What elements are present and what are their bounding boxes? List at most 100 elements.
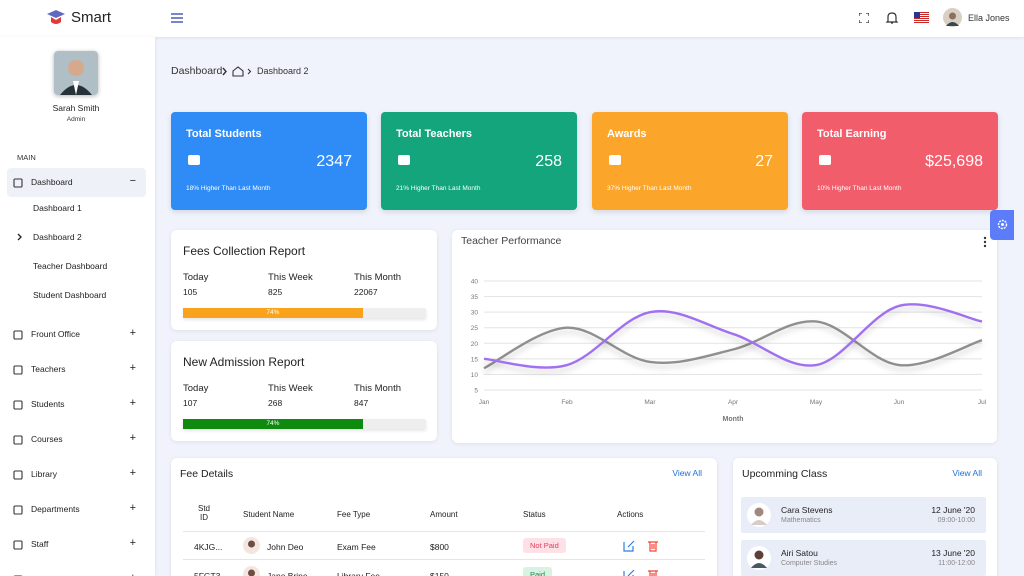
nav-label: Students (31, 399, 65, 409)
settings-tab[interactable] (990, 210, 1014, 240)
report-title: New Admission Report (183, 355, 305, 369)
nav-sublabel: Dashboard 2 (33, 232, 82, 242)
profile-photo (54, 51, 98, 95)
class-subject: Computer Studies (781, 560, 838, 567)
row-actions[interactable] (623, 539, 663, 552)
stat-card: Total Earning $25,698 10% Higher Than Last… (802, 112, 998, 210)
nav-item[interactable]: Holiday + (7, 565, 146, 576)
nav-label: Library (31, 469, 57, 479)
nav-subitem[interactable]: Student Dashboard (7, 284, 146, 306)
report-value: 825 (268, 287, 283, 297)
view-all-link[interactable]: View All (672, 468, 702, 478)
nav-sublabel: Dashboard 1 (33, 203, 82, 213)
dot (983, 244, 987, 248)
logo-icon (47, 10, 65, 24)
stat-value: $25,698 (925, 153, 983, 170)
teacher-avatar (747, 546, 771, 570)
nav-toggle: + (129, 397, 136, 409)
stat-value: 27 (755, 153, 773, 170)
stat-title: Awards (607, 128, 647, 140)
flag-stripe (914, 22, 929, 23)
view-all-link[interactable]: View All (952, 468, 982, 478)
gear (997, 219, 1008, 230)
avatar-body (946, 22, 959, 26)
nav-item[interactable]: Teachers + (7, 355, 146, 384)
table-cell: John Deo (267, 542, 304, 552)
report-label: This Week (268, 383, 313, 394)
gear-hub (1001, 223, 1004, 226)
sidebar: Sarah Smith Admin MAIN Dashboard − Dashboard … (0, 37, 155, 576)
report-label: This Month (354, 272, 401, 283)
breadcrumb-current: Dashboard 2 (257, 66, 309, 76)
nav-subitem[interactable]: Dashboard 2 (7, 226, 146, 248)
nav-item[interactable]: Dashboard − (7, 168, 146, 197)
nav-icon (13, 330, 23, 340)
nav-toggle: + (129, 502, 136, 514)
nav-icon (13, 365, 23, 375)
nav-item[interactable]: Staff + (7, 530, 146, 559)
series-line (483, 320, 983, 370)
status-badge: Not Paid (523, 538, 566, 553)
edit-icon (623, 569, 635, 576)
dot (983, 240, 987, 244)
table-header: Student Name (243, 510, 295, 519)
nav-item[interactable]: Frount Office + (7, 320, 146, 349)
avatar-head (754, 507, 764, 517)
nav-item[interactable]: Library + (7, 460, 146, 489)
nav-icon-shape (13, 470, 23, 480)
bell-shape (885, 12, 899, 24)
status-badge: Paid (523, 567, 553, 576)
class-time: 11:00-12:00 (938, 560, 975, 567)
nav-toggle: + (129, 362, 136, 374)
home (232, 66, 244, 77)
nav-label: Staff (31, 539, 49, 549)
x-tick-label: Jul (978, 399, 987, 406)
profile-role: Admin (66, 116, 86, 123)
chev (222, 67, 227, 76)
student-avatar (243, 566, 260, 576)
logo-cap (47, 10, 65, 18)
nav-item[interactable]: Courses + (7, 425, 146, 454)
report-value: 105 (183, 287, 198, 297)
x-tick-label: Feb (561, 399, 573, 406)
nav-item[interactable]: Departments + (7, 495, 146, 524)
breadcrumb-root: Dashboard (171, 65, 223, 77)
nav-toggle: + (129, 432, 136, 444)
nav-sublabel: Student Dashboard (33, 290, 107, 300)
chart-card: Teacher Performance 5 10 15 20 25 30 35 40 Jan Feb… (452, 230, 997, 443)
icon-shape (609, 155, 621, 165)
nav-icon-shape (13, 365, 23, 375)
stat-title: Total Teachers (396, 128, 473, 140)
stat-icon (188, 155, 200, 165)
class-date: 12 June '20 (931, 505, 975, 515)
avatar-head (949, 12, 956, 20)
nav-item[interactable]: Students + (7, 390, 146, 419)
nav-label: Courses (31, 434, 63, 444)
card-title: Upcomming Class (742, 468, 828, 480)
series-line (483, 303, 983, 369)
row-actions[interactable] (623, 568, 663, 576)
nav-icon-shape (13, 330, 23, 340)
nav-label: Teachers (31, 364, 66, 374)
progress-track: 74% (183, 308, 426, 318)
student-avatar (243, 537, 260, 554)
table-header: Amount (430, 510, 458, 519)
nav-subitem[interactable]: Dashboard 1 (7, 197, 146, 219)
stat-icon (398, 155, 410, 165)
icon-shape (819, 155, 831, 165)
nav-icon (13, 400, 23, 410)
chevron (17, 233, 22, 241)
nav-icon (13, 505, 23, 515)
table-cell: 4KJG... (194, 542, 223, 552)
report-card: Fees Collection Report Today 105 This Week 8… (171, 230, 437, 330)
y-tick-label: 40 (471, 279, 479, 286)
user-avatar (943, 8, 962, 27)
nav-subitem[interactable]: Teacher Dashboard (7, 255, 146, 277)
class-date: 13 June '20 (931, 548, 975, 558)
y-tick-label: 20 (471, 341, 479, 348)
x-tick-label: May (810, 399, 823, 406)
nav-icon (13, 540, 23, 550)
flag-stripe (914, 12, 929, 13)
y-tick-label: 10 (471, 372, 479, 379)
report-card: New Admission Report Today 107 This Week 268… (171, 341, 437, 441)
